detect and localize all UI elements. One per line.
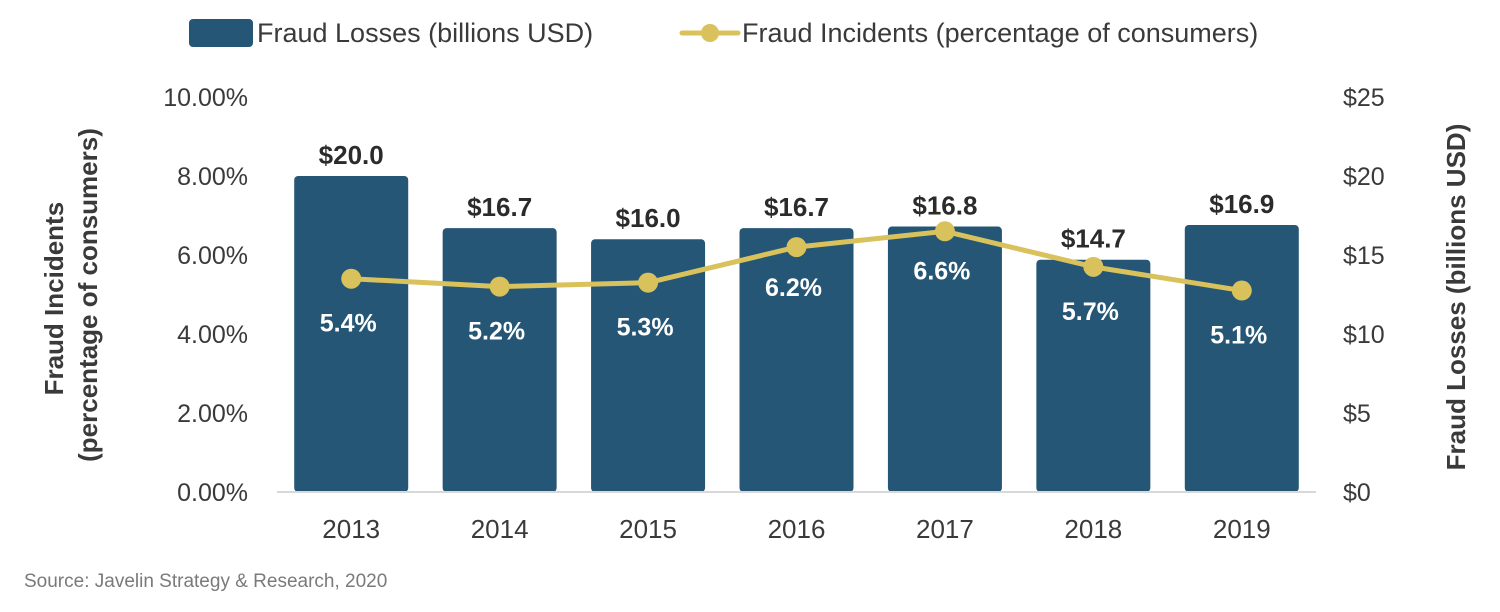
- incident-point-2013: [341, 268, 362, 289]
- incident-value-label: 5.1%: [1210, 322, 1267, 350]
- bar-value-label: $16.7: [467, 192, 532, 222]
- left-tick-label: 8.00%: [177, 163, 248, 191]
- bar-2014: [442, 228, 557, 492]
- incident-value-label: 6.2%: [765, 274, 822, 302]
- bars: $20.0 $16.7 $16.0 $16.7 $16.8 $14.7 $16.9: [294, 140, 1299, 493]
- right-tick-label: $20: [1343, 163, 1385, 191]
- incident-point-2017: [934, 221, 955, 242]
- source-note: Source: Javelin Strategy & Research, 202…: [24, 571, 387, 592]
- x-tick-label: 2018: [1064, 514, 1122, 544]
- left-tick-label: 2.00%: [177, 400, 248, 428]
- bar-value-label: $14.7: [1061, 224, 1126, 254]
- bar-2013: [294, 176, 409, 492]
- legend-bar-label: Fraud Losses (billions USD): [257, 18, 593, 48]
- right-tick-label: $5: [1343, 400, 1371, 428]
- x-tick-label: 2014: [471, 514, 529, 544]
- right-tick-label: $25: [1343, 84, 1385, 112]
- x-tick-label: 2019: [1213, 514, 1271, 544]
- incident-value-label: 5.3%: [617, 314, 674, 342]
- incident-point-2014: [489, 276, 510, 297]
- bar-value-label: $16.7: [764, 192, 829, 222]
- right-tick-label: $0: [1343, 479, 1371, 507]
- bar-value-label: $16.0: [616, 203, 681, 233]
- bar-value-label: $16.9: [1209, 189, 1274, 219]
- incident-value-label: 6.6%: [913, 257, 970, 285]
- legend-line-label: Fraud Incidents (percentage of consumers…: [742, 18, 1258, 48]
- bar-2017: [887, 226, 1002, 492]
- bar-2019: [1184, 224, 1299, 493]
- incident-point-2019: [1231, 280, 1252, 301]
- x-tick-label: 2016: [768, 514, 826, 544]
- legend-line-marker: [701, 24, 719, 42]
- legend: Fraud Losses (billions USD) Fraud Incide…: [189, 18, 1258, 48]
- incident-point-2015: [638, 272, 659, 293]
- incident-point-2016: [786, 237, 807, 258]
- incident-value-label: 5.7%: [1062, 298, 1119, 326]
- right-axis-title: Fraud Losses (billions USD): [1441, 124, 1471, 471]
- x-tick-label: 2015: [619, 514, 677, 544]
- left-tick-label: 4.00%: [177, 321, 248, 349]
- incident-value-label: 5.2%: [468, 318, 525, 346]
- line-series: 5.4% 5.2% 5.3% 6.2% 6.6% 5.7% 5.1%: [320, 221, 1267, 350]
- left-tick-label: 10.00%: [163, 84, 248, 112]
- x-axis-ticks: 2013 2014 2015 2016 2017 2018 2019: [322, 514, 1270, 544]
- right-axis-ticks: $0 $5 $10 $15 $20 $25: [1343, 84, 1385, 507]
- bar-value-label: $16.8: [912, 191, 977, 221]
- incident-value-label: 5.4%: [320, 310, 377, 338]
- left-axis-title-line-1: Fraud Incidents: [39, 202, 69, 396]
- incident-point-2018: [1083, 256, 1104, 277]
- right-tick-label: $15: [1343, 242, 1385, 270]
- left-axis-title: Fraud Incidents (percentage of consumers…: [39, 128, 103, 462]
- bar-value-label: $20.0: [319, 140, 384, 170]
- left-tick-label: 6.00%: [177, 242, 248, 270]
- bar-2015: [591, 239, 706, 492]
- left-axis-ticks: 0.00% 2.00% 4.00% 6.00% 8.00% 10.00%: [163, 84, 248, 507]
- bar-2018: [1036, 259, 1151, 492]
- left-axis-title-line-2: (percentage of consumers): [73, 128, 103, 462]
- left-tick-label: 0.00%: [177, 479, 248, 507]
- x-tick-label: 2017: [916, 514, 974, 544]
- bar-2016: [739, 228, 854, 492]
- x-tick-label: 2013: [322, 514, 380, 544]
- right-tick-label: $10: [1343, 321, 1385, 349]
- legend-bar-swatch: [189, 19, 253, 47]
